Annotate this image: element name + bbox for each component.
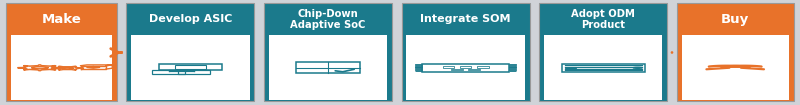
Bar: [469, 69, 480, 70]
Text: Make: Make: [42, 13, 82, 26]
Bar: [460, 66, 471, 68]
Bar: [509, 67, 516, 68]
Bar: [565, 67, 576, 68]
Text: Buy: Buy: [721, 13, 750, 26]
Bar: [126, 3, 254, 101]
Bar: [509, 69, 516, 70]
Text: Chip-Down
Adaptive SoC: Chip-Down Adaptive SoC: [290, 9, 366, 30]
Bar: [677, 3, 794, 101]
Bar: [422, 64, 509, 72]
Bar: [562, 64, 645, 72]
Bar: [11, 35, 112, 100]
Bar: [415, 69, 422, 70]
Bar: [682, 35, 789, 100]
Bar: [415, 71, 422, 72]
Bar: [6, 3, 117, 101]
Bar: [451, 69, 462, 70]
Bar: [264, 3, 392, 101]
Text: Integrate SOM: Integrate SOM: [420, 14, 511, 24]
Bar: [406, 35, 525, 100]
Bar: [415, 67, 422, 68]
Bar: [402, 3, 530, 101]
Text: Develop ASIC: Develop ASIC: [149, 14, 232, 24]
Bar: [296, 62, 360, 73]
Bar: [509, 71, 516, 72]
Bar: [442, 66, 454, 68]
Bar: [174, 65, 206, 69]
Bar: [131, 35, 250, 100]
Bar: [477, 66, 489, 68]
Text: Adopt ODM
Product: Adopt ODM Product: [571, 9, 635, 30]
Bar: [415, 64, 422, 65]
Bar: [152, 70, 185, 74]
Bar: [544, 35, 662, 100]
Bar: [158, 64, 222, 70]
Bar: [178, 70, 210, 74]
Bar: [539, 3, 667, 101]
Bar: [509, 64, 516, 65]
Bar: [269, 35, 387, 100]
